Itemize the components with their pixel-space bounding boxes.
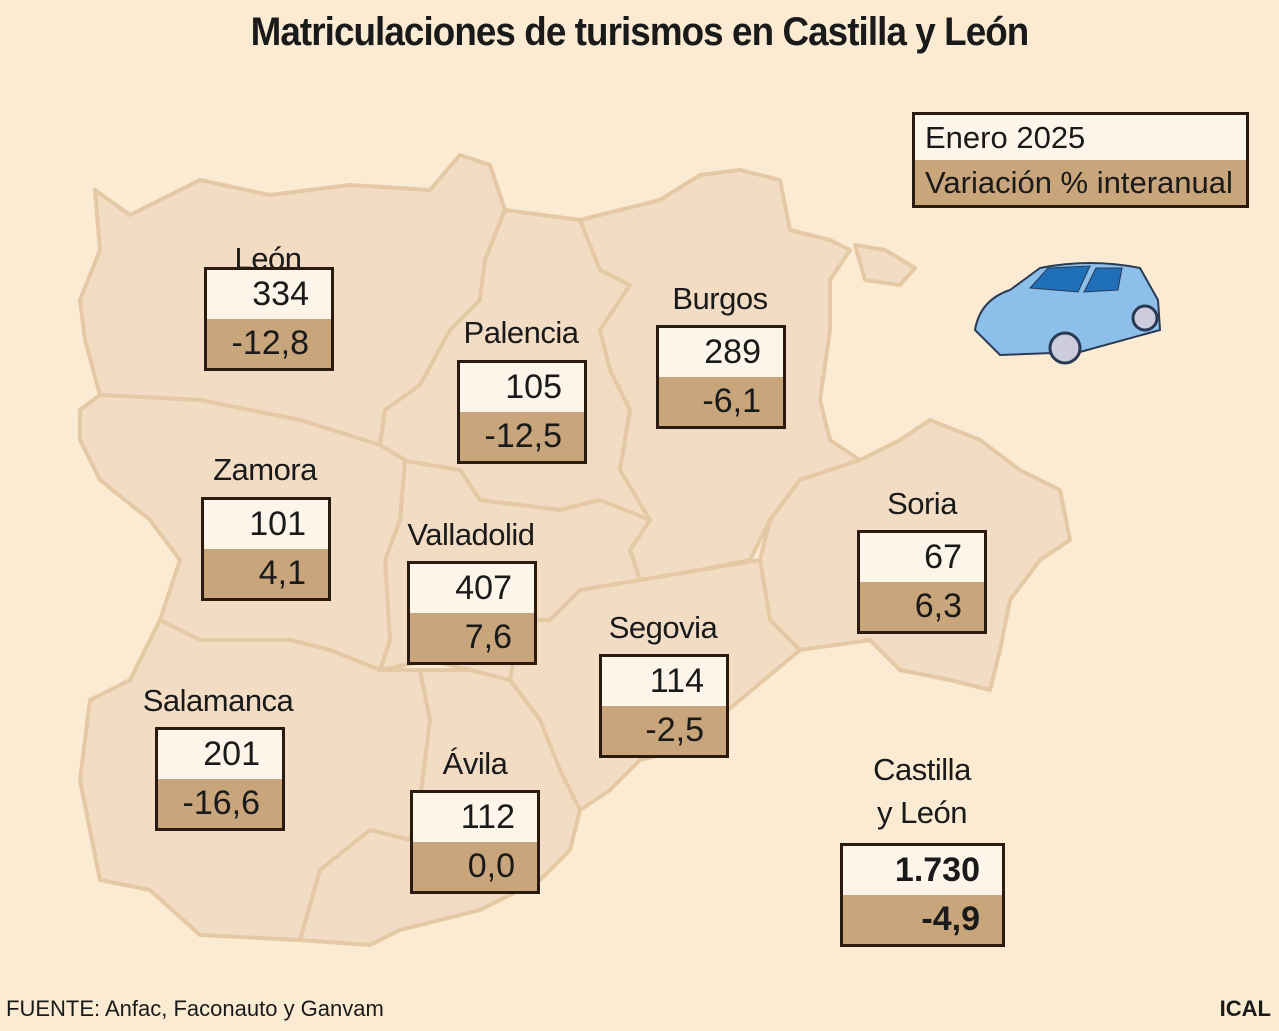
province-value: 289 (659, 328, 783, 377)
total-variation: -4,9 (843, 895, 1002, 944)
province-label: Valladolid (407, 517, 535, 552)
province-box: 67 6,3 (857, 530, 987, 634)
total-label-line1: Castilla (873, 752, 971, 787)
province-box: 334 -12,8 (204, 267, 334, 371)
province-box: 289 -6,1 (656, 325, 786, 429)
province-box: 407 7,6 (407, 561, 537, 665)
province-label: Burgos (672, 281, 768, 316)
province-variation: -12,5 (460, 412, 584, 461)
source: FUENTE: Anfac, Faconauto y Ganvam (6, 996, 384, 1021)
province-value: 101 (204, 500, 328, 549)
total-value: 1.730 (843, 846, 1002, 895)
province-label: Segovia (608, 610, 718, 645)
legend-variation: Variación % interanual (915, 160, 1246, 205)
province-box: 101 4,1 (201, 497, 331, 601)
province-label: Soria (887, 486, 957, 521)
province-box: 112 0,0 (410, 790, 540, 894)
province-label: Salamanca (142, 683, 294, 718)
province-label: Zamora (213, 452, 317, 487)
total-box: 1.730 -4,9 (840, 843, 1005, 947)
province-variation: -6,1 (659, 377, 783, 426)
province-box: 114 -2,5 (599, 654, 729, 758)
enclave (853, 243, 917, 287)
total-label-line2: y León (876, 795, 968, 830)
province-variation: 7,6 (410, 613, 534, 662)
province-value: 201 (158, 730, 282, 779)
province-box: 201 -16,6 (155, 727, 285, 831)
province-value: 67 (860, 533, 984, 582)
province-value: 105 (460, 363, 584, 412)
province-variation: -2,5 (602, 706, 726, 755)
province-value: 334 (207, 270, 331, 319)
car-icon (973, 262, 1162, 365)
total-label: Castilla y León (812, 748, 1032, 834)
province-variation: 4,1 (204, 549, 328, 598)
credit: ICAL (1219, 996, 1271, 1021)
province-label: Palencia (463, 315, 579, 350)
province-value: 112 (413, 793, 537, 842)
province-value: 114 (602, 657, 726, 706)
legend: Enero 2025 Variación % interanual (912, 112, 1249, 208)
legend-value: Enero 2025 (915, 115, 1246, 160)
province-variation: -16,6 (158, 779, 282, 828)
title: Matriculaciones de turismos en Castilla … (250, 10, 1030, 54)
province-box: 105 -12,5 (457, 360, 587, 464)
province-value: 407 (410, 564, 534, 613)
province-variation: 6,3 (860, 582, 984, 631)
province-variation: 0,0 (413, 842, 537, 891)
province-label: Ávila (442, 746, 508, 781)
province-variation: -12,8 (207, 319, 331, 368)
